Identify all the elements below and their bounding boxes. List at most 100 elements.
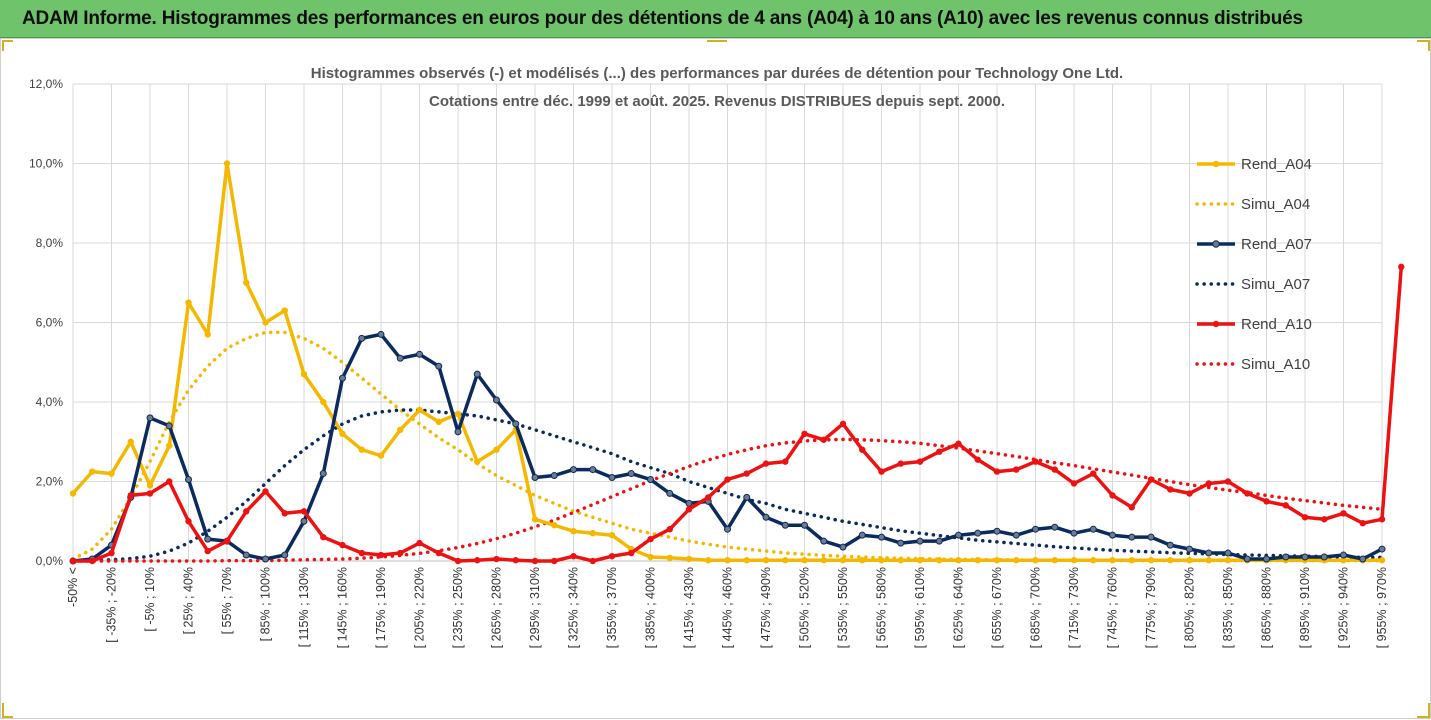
- data-point-rend-a10: [146, 490, 154, 497]
- data-point-rend-a07: [1320, 553, 1328, 561]
- data-point-rend-a04: [416, 406, 423, 414]
- data-point-rend-a07: [204, 535, 212, 543]
- resize-handle-top-right[interactable]: [1417, 40, 1430, 51]
- data-point-rend-a10: [705, 494, 712, 501]
- x-tick-label: [ 115% ; 130%: [297, 567, 311, 647]
- x-tick-label: [ 505% ; 520%: [798, 567, 812, 648]
- data-point-rend-a07: [1109, 531, 1116, 539]
- legend-marker-rend-a07: [1212, 240, 1220, 248]
- legend-label-simu-a04[interactable]: Simu_A04: [1241, 196, 1310, 213]
- data-point-rend-a04: [243, 279, 250, 286]
- x-tick-label: [ 205% ; 220%: [413, 567, 427, 648]
- data-point-rend-a07: [1147, 533, 1155, 541]
- data-point-rend-a10: [281, 510, 288, 517]
- resize-handle-bottom-right[interactable]: [1417, 703, 1430, 718]
- data-point-rend-a10: [782, 458, 789, 465]
- data-point-rend-a04: [454, 410, 462, 418]
- data-point-rend-a07: [319, 470, 327, 478]
- x-tick-label: [ 295% ; 310%: [528, 567, 542, 648]
- data-point-rend-a04: [185, 299, 192, 306]
- legend-label-rend-a10[interactable]: Rend_A10: [1241, 316, 1312, 333]
- data-point-rend-a04: [377, 452, 385, 459]
- data-point-rend-a04: [166, 442, 173, 449]
- legend-label-simu-a10[interactable]: Simu_A10: [1241, 356, 1310, 373]
- data-point-rend-a07: [1186, 545, 1193, 553]
- data-point-rend-a07: [955, 531, 962, 539]
- x-tick-label: [ 355% ; 370%: [605, 567, 619, 648]
- data-point-rend-a04: [339, 430, 346, 437]
- data-point-rend-a10: [377, 551, 385, 559]
- data-point-rend-a10: [320, 533, 327, 541]
- data-point-rend-a07: [339, 374, 346, 382]
- data-point-rend-a04: [762, 557, 770, 564]
- x-tick-label: [ 565% ; 580%: [875, 567, 889, 648]
- data-point-rend-a04: [204, 331, 211, 338]
- data-point-rend-a04: [358, 446, 365, 453]
- data-point-rend-a04: [300, 370, 308, 378]
- data-point-rend-a04: [839, 557, 847, 564]
- data-point-rend-a04: [724, 557, 731, 564]
- data-point-rend-a04: [1186, 557, 1193, 564]
- data-point-rend-a10: [1167, 486, 1174, 493]
- x-tick-label: [ 25% ; 40%: [182, 567, 196, 634]
- data-point-rend-a10: [166, 478, 173, 485]
- x-tick-label: [ 175% ; 190%: [374, 567, 388, 648]
- data-point-rend-a10: [1128, 504, 1135, 511]
- data-point-rend-a10: [993, 468, 1001, 475]
- data-point-rend-a04: [474, 458, 481, 465]
- chart-title: Histogrammes observés (-) et modélisés (…: [311, 65, 1123, 82]
- x-tick-label: [ 145% ; 160%: [336, 567, 350, 648]
- data-point-rend-a07: [916, 537, 924, 545]
- chart-area[interactable]: 0,0% 2,0% 4,0% 6,0% 8,0% 10,0% 12,0% -50% < [ -3…: [0, 38, 1431, 719]
- data-point-rend-a07: [1128, 533, 1136, 541]
- x-tick-label: [ 745% ; 760%: [1106, 567, 1120, 648]
- x-tick-label: [ 895% ; 910%: [1298, 567, 1312, 648]
- x-tick-label: [ 835% ; 850%: [1221, 567, 1235, 648]
- data-point-rend-a10: [589, 557, 596, 565]
- data-point-rend-a10: [839, 420, 847, 428]
- data-point-rend-a04: [146, 482, 154, 489]
- data-point-rend-a04: [1147, 557, 1155, 564]
- data-point-rend-a10: [204, 547, 211, 555]
- data-point-rend-a07: [416, 350, 423, 358]
- data-point-rend-a04: [551, 522, 558, 529]
- data-point-rend-a10: [1263, 498, 1270, 505]
- x-tick-label: [ 805% ; 820%: [1183, 567, 1197, 648]
- data-point-rend-a07: [935, 537, 943, 545]
- x-tick-label: [ 715% ; 730%: [1067, 567, 1081, 648]
- data-point-rend-a10: [955, 440, 962, 447]
- data-point-rend-a10: [1340, 510, 1347, 517]
- legend-label-simu-a07[interactable]: Simu_A07: [1241, 276, 1310, 293]
- data-point-rend-a04: [108, 470, 115, 477]
- data-point-rend-a04: [1378, 557, 1386, 564]
- data-point-rend-a10: [820, 436, 827, 443]
- data-point-rend-a07: [1051, 523, 1059, 531]
- legend-label-rend-a07[interactable]: Rend_A07: [1241, 236, 1312, 253]
- data-point-rend-a10: [1398, 263, 1405, 271]
- data-point-rend-a07: [1378, 545, 1386, 553]
- legend-label-rend-a04[interactable]: Rend_A04: [1241, 156, 1312, 173]
- resize-handle-top-left[interactable]: [2, 40, 13, 51]
- data-point-rend-a04: [1013, 557, 1020, 564]
- data-point-rend-a04: [647, 553, 654, 561]
- data-point-rend-a10: [1378, 516, 1386, 523]
- data-point-rend-a04: [589, 529, 596, 537]
- data-point-rend-a10: [1147, 476, 1155, 483]
- data-point-rend-a10: [223, 537, 231, 545]
- data-point-rend-a07: [608, 474, 616, 482]
- x-tick-label: [ 475% ; 490%: [759, 567, 773, 648]
- data-point-rend-a10: [570, 553, 577, 560]
- data-point-rend-a10: [1282, 502, 1289, 509]
- data-point-rend-a10: [397, 549, 404, 557]
- y-tick-label: 0,0%: [36, 554, 64, 568]
- resize-handle-bottom-left[interactable]: [2, 703, 13, 718]
- histogram-chart: 0,0% 2,0% 4,0% 6,0% 8,0% 10,0% 12,0% -50% < [ -3…: [2, 40, 1430, 718]
- data-point-rend-a07: [762, 513, 770, 521]
- data-point-rend-a07: [1243, 555, 1251, 563]
- y-tick-label: 2,0%: [36, 475, 64, 489]
- data-point-rend-a07: [1340, 551, 1347, 559]
- data-point-rend-a07: [647, 476, 654, 484]
- x-tick-label: [ 625% ; 640%: [952, 567, 966, 648]
- x-tick-label: [ 655% ; 670%: [990, 567, 1004, 648]
- chart-subtitle: Cotations entre déc. 1999 et août. 2025.…: [429, 93, 1005, 110]
